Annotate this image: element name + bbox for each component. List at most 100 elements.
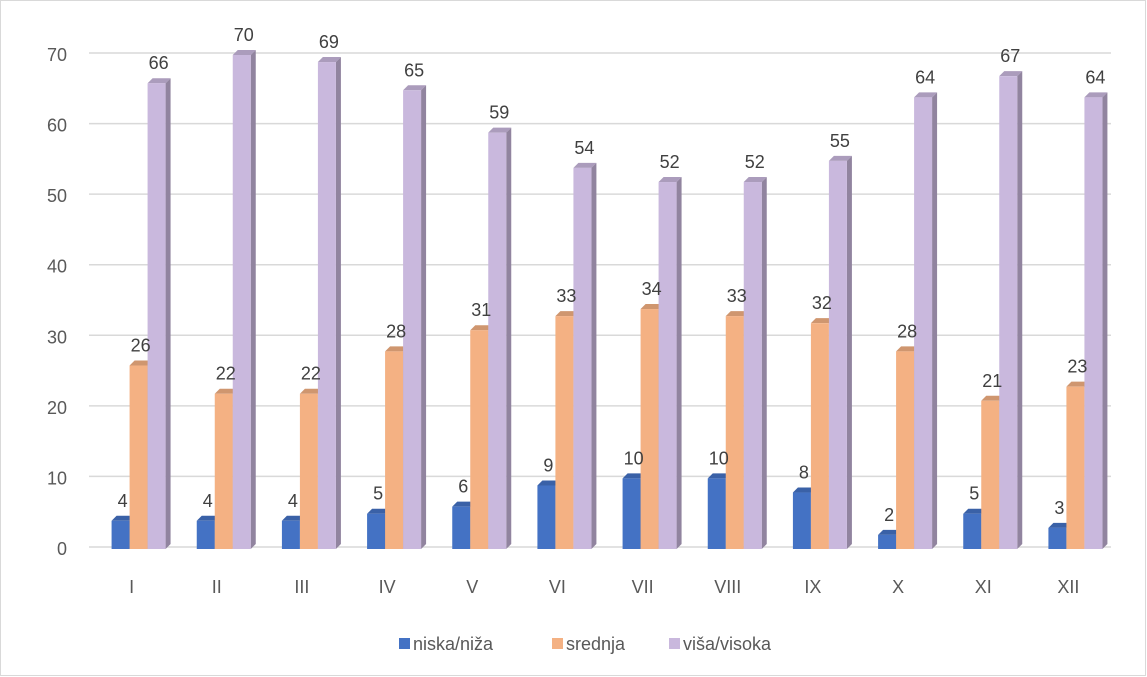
bar-side bbox=[1102, 92, 1108, 549]
bar-front bbox=[147, 83, 166, 549]
x-tick-label: V bbox=[466, 577, 478, 597]
x-tick-label: II bbox=[212, 577, 222, 597]
bar-front bbox=[810, 323, 829, 549]
legend-label: srednja bbox=[566, 634, 626, 654]
y-tick-label: 70 bbox=[47, 45, 67, 65]
bar bbox=[658, 177, 682, 549]
bar-front bbox=[488, 132, 507, 549]
data-label: 22 bbox=[216, 364, 236, 384]
bar-top bbox=[792, 487, 816, 493]
data-label: 55 bbox=[830, 131, 850, 151]
bar bbox=[147, 78, 171, 549]
legend-item: srednja bbox=[552, 634, 626, 654]
bar-side bbox=[421, 85, 427, 550]
bar-top bbox=[147, 78, 171, 84]
x-tick-label: XI bbox=[975, 577, 992, 597]
data-label: 22 bbox=[301, 364, 321, 384]
y-tick-label: 0 bbox=[57, 539, 67, 559]
data-label: 64 bbox=[1085, 67, 1105, 87]
bar-top bbox=[232, 50, 256, 55]
bar-side bbox=[250, 50, 256, 549]
bar-front bbox=[129, 365, 148, 549]
bar-front bbox=[452, 506, 471, 549]
bar-top bbox=[452, 501, 476, 507]
bar bbox=[999, 71, 1023, 550]
y-tick-label: 20 bbox=[47, 398, 67, 418]
data-label: 2 bbox=[884, 505, 894, 525]
data-label: 32 bbox=[812, 293, 832, 313]
data-label: 6 bbox=[458, 477, 468, 497]
x-tick-label: I bbox=[129, 577, 134, 597]
data-label: 65 bbox=[404, 60, 424, 80]
bar-top bbox=[878, 529, 902, 535]
y-tick-label: 40 bbox=[47, 257, 67, 277]
bar-top bbox=[640, 304, 664, 310]
bar-top bbox=[810, 318, 834, 324]
data-label: 21 bbox=[982, 371, 1002, 391]
bar-top bbox=[828, 155, 852, 161]
data-label: 59 bbox=[489, 103, 509, 123]
bar-front bbox=[640, 309, 659, 549]
bar-front bbox=[792, 492, 811, 549]
bar-front bbox=[622, 478, 641, 549]
bar-top bbox=[1066, 381, 1090, 387]
bar-front bbox=[555, 316, 574, 549]
data-label: 10 bbox=[709, 448, 729, 468]
x-tick-label: IX bbox=[804, 577, 821, 597]
data-label: 9 bbox=[543, 455, 553, 475]
x-tick-label: X bbox=[892, 577, 904, 597]
bar-top bbox=[622, 473, 646, 479]
data-label: 67 bbox=[1000, 46, 1020, 66]
bar-side bbox=[932, 92, 938, 549]
bar-front bbox=[1048, 527, 1067, 549]
bar-top bbox=[367, 508, 391, 514]
bar-front bbox=[999, 76, 1018, 550]
bar bbox=[403, 85, 427, 550]
bar-side bbox=[846, 155, 852, 549]
bar-top bbox=[196, 515, 220, 521]
y-tick-label: 10 bbox=[47, 468, 67, 488]
bar-side bbox=[761, 177, 767, 549]
bar bbox=[317, 57, 341, 550]
bar-side bbox=[335, 57, 341, 550]
data-label: 3 bbox=[1054, 498, 1064, 518]
data-label: 66 bbox=[149, 53, 169, 73]
data-label: 33 bbox=[727, 286, 747, 306]
data-labels: 4266642270422695286563159933541034521033… bbox=[118, 25, 1106, 525]
bar-front bbox=[914, 97, 933, 549]
bar-front bbox=[658, 182, 677, 549]
bar-front bbox=[385, 351, 404, 549]
data-label: 52 bbox=[745, 152, 765, 172]
bar-front bbox=[1066, 386, 1085, 549]
legend-item: viša/visoka bbox=[669, 634, 772, 654]
x-tick-label: VI bbox=[549, 577, 566, 597]
bar-side bbox=[1017, 71, 1023, 550]
bar-front bbox=[896, 351, 915, 549]
bar bbox=[232, 50, 256, 549]
bar-top bbox=[317, 57, 341, 63]
bar-side bbox=[165, 78, 171, 549]
bar-front bbox=[981, 400, 1000, 549]
data-label: 64 bbox=[915, 67, 935, 87]
bar-front bbox=[111, 520, 130, 549]
data-label: 26 bbox=[131, 336, 151, 356]
data-label: 10 bbox=[624, 448, 644, 468]
data-label: 4 bbox=[288, 491, 298, 511]
data-label: 4 bbox=[118, 491, 128, 511]
y-tick-label: 60 bbox=[47, 116, 67, 136]
legend-swatch bbox=[669, 638, 680, 649]
bar-front bbox=[725, 316, 744, 549]
bar-top bbox=[488, 127, 512, 133]
x-tick-label: III bbox=[294, 577, 309, 597]
bar-front bbox=[367, 513, 386, 549]
bar-top bbox=[537, 480, 561, 486]
bar-top bbox=[214, 388, 238, 394]
bar-side bbox=[591, 162, 597, 549]
data-label: 33 bbox=[556, 286, 576, 306]
bar-front bbox=[537, 485, 556, 549]
bar-front bbox=[1084, 97, 1103, 549]
legend-swatch bbox=[552, 638, 563, 649]
bar-top bbox=[403, 85, 427, 91]
legend-label: viša/visoka bbox=[683, 634, 772, 654]
